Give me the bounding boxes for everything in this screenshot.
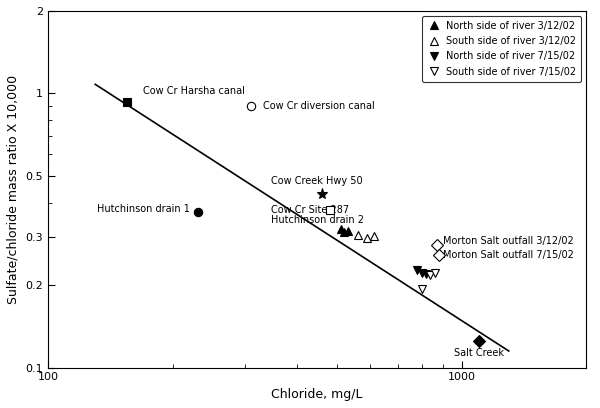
South side of river 3/12/02 — [354, 233, 361, 237]
Line: North side of river 3/12/02: North side of river 3/12/02 — [337, 225, 352, 236]
South side of river 3/12/02 — [371, 234, 378, 239]
Text: Morton Salt outfall 3/12/02: Morton Salt outfall 3/12/02 — [443, 236, 574, 246]
South side of river 3/12/02 — [363, 235, 370, 240]
Text: Cow Creek Hwy 50: Cow Creek Hwy 50 — [271, 176, 362, 186]
North side of river 7/15/02 — [418, 270, 425, 275]
South side of river 7/15/02 — [431, 270, 438, 275]
Line: South side of river 7/15/02: South side of river 7/15/02 — [418, 268, 439, 293]
Line: South side of river 3/12/02: South side of river 3/12/02 — [353, 231, 379, 242]
Text: Cow Cr diversion canal: Cow Cr diversion canal — [263, 101, 374, 111]
North side of river 3/12/02 — [341, 230, 348, 235]
Text: Salt Creek: Salt Creek — [454, 348, 505, 358]
North side of river 7/15/02 — [413, 267, 421, 272]
North side of river 7/15/02 — [422, 271, 430, 276]
Text: Morton Salt outfall 7/15/02: Morton Salt outfall 7/15/02 — [443, 250, 574, 260]
South side of river 7/15/02 — [427, 273, 434, 277]
Line: North side of river 7/15/02: North side of river 7/15/02 — [413, 265, 430, 278]
Legend: North side of river 3/12/02, South side of river 3/12/02, North side of river 7/: North side of river 3/12/02, South side … — [422, 16, 581, 82]
Text: Hutchinson drain 2: Hutchinson drain 2 — [271, 215, 364, 225]
X-axis label: Chloride, mg/L: Chloride, mg/L — [271, 388, 363, 401]
Text: Cow Cr Site 287: Cow Cr Site 287 — [271, 205, 349, 215]
North side of river 3/12/02 — [337, 227, 344, 232]
Text: Cow Cr Harsha canal: Cow Cr Harsha canal — [143, 86, 245, 96]
South side of river 7/15/02 — [418, 287, 425, 292]
Y-axis label: Sulfate/chloride mass ratio X 10,000: Sulfate/chloride mass ratio X 10,000 — [7, 75, 20, 304]
North side of river 3/12/02 — [344, 228, 351, 233]
Text: Hutchinson drain 1: Hutchinson drain 1 — [97, 204, 190, 214]
